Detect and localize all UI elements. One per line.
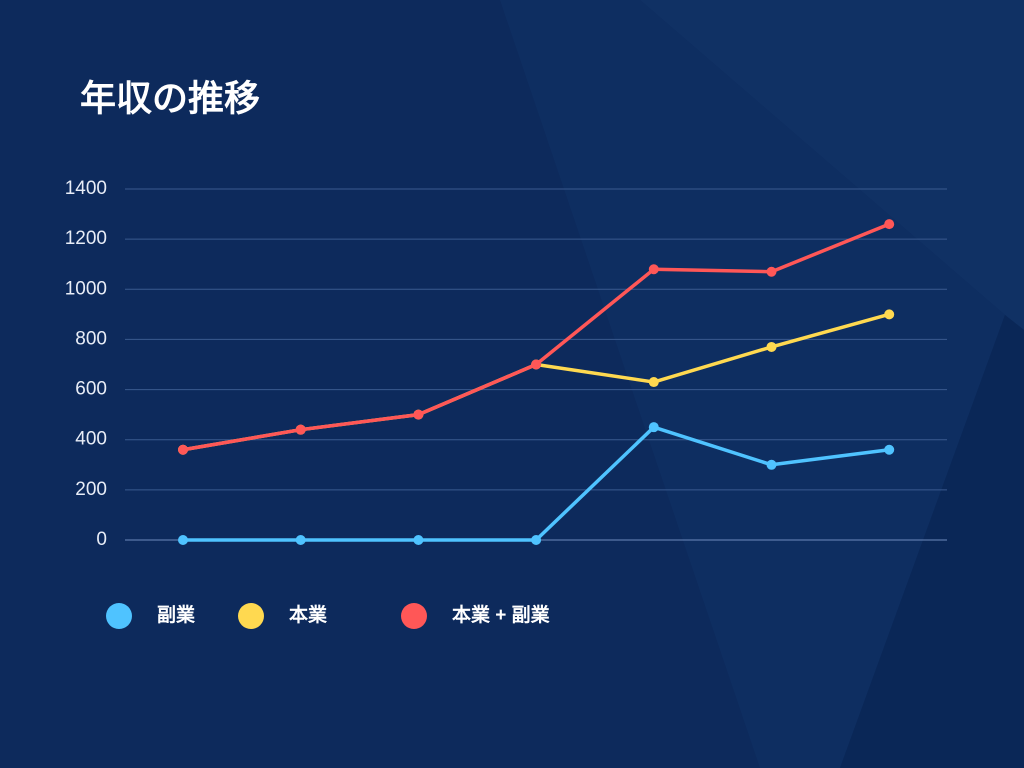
y-tick-label: 600 (75, 379, 107, 400)
y-tick-label: 1200 (65, 228, 107, 249)
chart-title: 年収の推移 (80, 78, 260, 119)
data-point (178, 444, 188, 455)
y-tick-label: 1400 (65, 178, 107, 199)
data-point (295, 535, 306, 545)
y-tick-label: 0 (96, 529, 107, 550)
background-shape (640, 0, 1024, 330)
legend-label: 副業 (157, 603, 196, 626)
data-point (766, 266, 777, 277)
data-point (413, 535, 424, 545)
background-shape (500, 0, 1005, 768)
data-point (766, 459, 777, 470)
data-point (531, 359, 542, 370)
data-point (884, 219, 895, 230)
data-point (178, 535, 188, 545)
data-point (648, 377, 659, 388)
y-tick-label: 800 (75, 328, 107, 349)
legend-marker (238, 603, 264, 629)
legend-label: 本業 (289, 603, 328, 626)
data-point (884, 444, 895, 455)
data-point (766, 341, 777, 352)
legend-marker (106, 603, 132, 629)
data-point (413, 409, 424, 420)
y-tick-label: 1000 (65, 278, 107, 299)
data-point (884, 309, 895, 320)
data-point (648, 264, 659, 275)
data-point (295, 424, 306, 435)
data-point (648, 422, 659, 433)
legend-marker (401, 603, 427, 629)
legend-label: 本業 + 副業 (452, 603, 551, 626)
data-point (531, 535, 542, 545)
y-tick-label: 400 (75, 429, 107, 450)
background-shape (840, 315, 1024, 768)
y-tick-label: 200 (75, 479, 107, 500)
